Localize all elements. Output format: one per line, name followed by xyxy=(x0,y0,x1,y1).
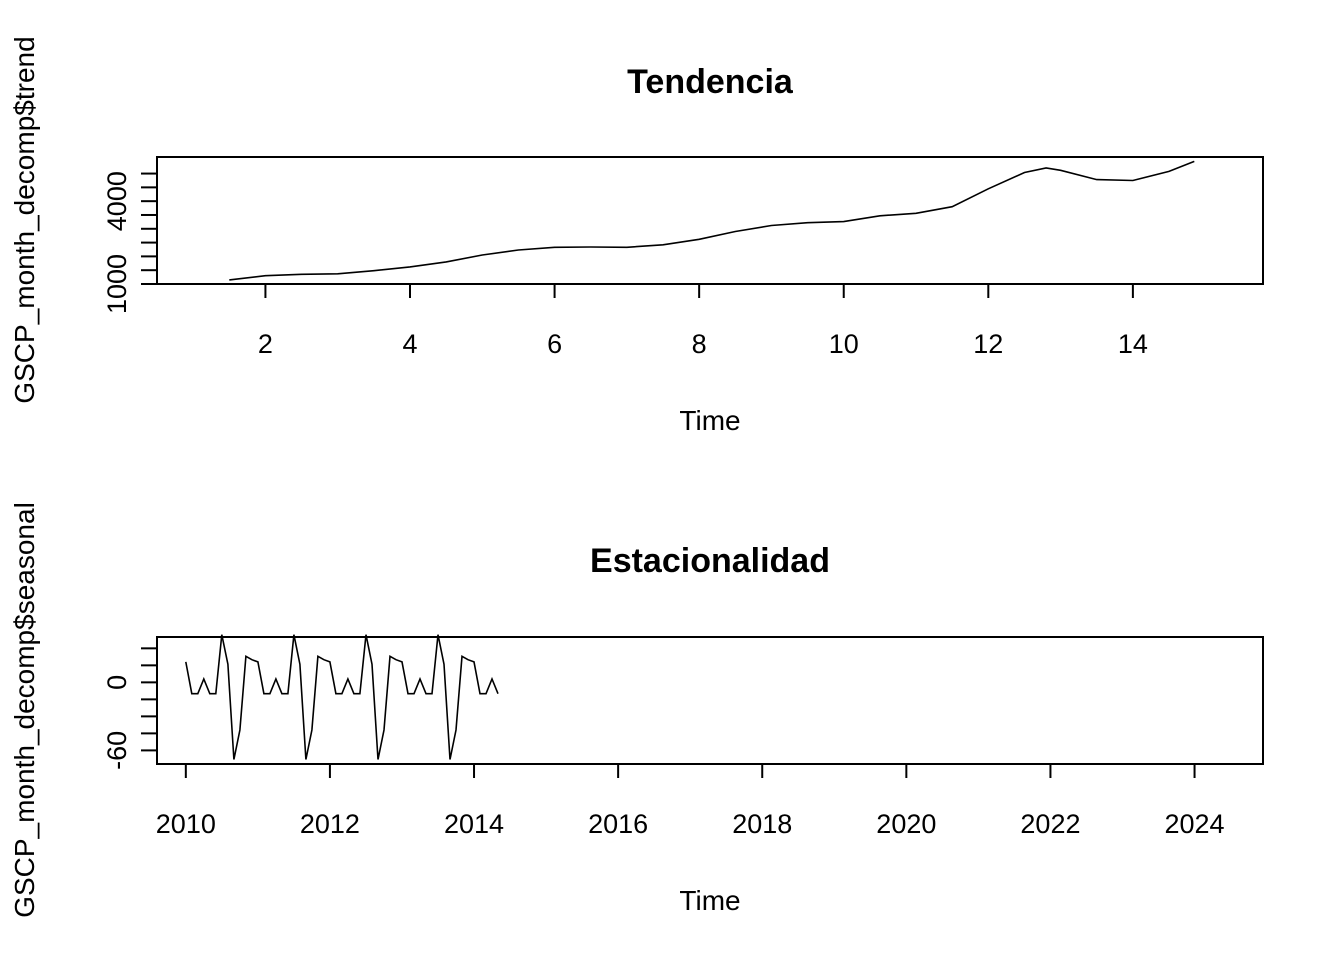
seasonal-y-tick-label: -60 xyxy=(102,731,132,770)
trend-title: Tendencia xyxy=(627,63,794,101)
seasonal-x-tick-label: 2024 xyxy=(1165,809,1225,839)
seasonal-panel: Estacionalidad 2010 2012 2014 2016 2018 2020 2… xyxy=(9,502,1264,918)
seasonal-y-tick-label: 0 xyxy=(102,675,132,690)
seasonal-series-line xyxy=(185,634,499,760)
seasonal-x-tick-label: 2012 xyxy=(300,809,360,839)
seasonal-x-tick-label: 2022 xyxy=(1020,809,1080,839)
trend-x-tick-label: 10 xyxy=(829,329,859,359)
seasonal-x-axis: 2010 2012 2014 2016 2018 2020 2022 2024 xyxy=(156,763,1225,839)
trend-series-line xyxy=(229,160,1195,281)
trend-panel: Tendencia 2 4 6 8 10 12 14 1000 4000 Time GSCP_… xyxy=(9,36,1264,436)
seasonal-x-tick-label: 2014 xyxy=(444,809,504,839)
seasonal-y-axis: -60 0 xyxy=(102,647,158,770)
trend-plot-box xyxy=(156,156,1264,285)
seasonal-x-tick-label: 2016 xyxy=(588,809,648,839)
seasonal-title: Estacionalidad xyxy=(590,542,830,580)
seasonal-x-tick-label: 2018 xyxy=(732,809,792,839)
trend-y-label: GSCP_month_decomp$trend xyxy=(9,36,40,403)
trend-x-tick-label: 4 xyxy=(402,329,417,359)
seasonal-x-tick-label: 2020 xyxy=(876,809,936,839)
seasonal-plot-box xyxy=(156,636,1264,765)
trend-x-tick-label: 8 xyxy=(692,329,707,359)
trend-x-label: Time xyxy=(679,405,740,436)
trend-x-axis: 2 4 6 8 10 12 14 xyxy=(258,283,1148,359)
trend-x-tick-label: 12 xyxy=(973,329,1003,359)
trend-x-tick-label: 14 xyxy=(1118,329,1148,359)
seasonal-x-tick-label: 2010 xyxy=(156,809,216,839)
trend-y-axis: 1000 4000 xyxy=(102,171,158,314)
seasonal-y-label: GSCP_month_decomp$seasonal xyxy=(9,502,40,918)
trend-x-tick-label: 2 xyxy=(258,329,273,359)
seasonal-x-label: Time xyxy=(679,885,740,916)
trend-y-tick-label: 4000 xyxy=(102,171,132,231)
trend-y-tick-label: 1000 xyxy=(102,254,132,314)
trend-x-tick-label: 6 xyxy=(547,329,562,359)
